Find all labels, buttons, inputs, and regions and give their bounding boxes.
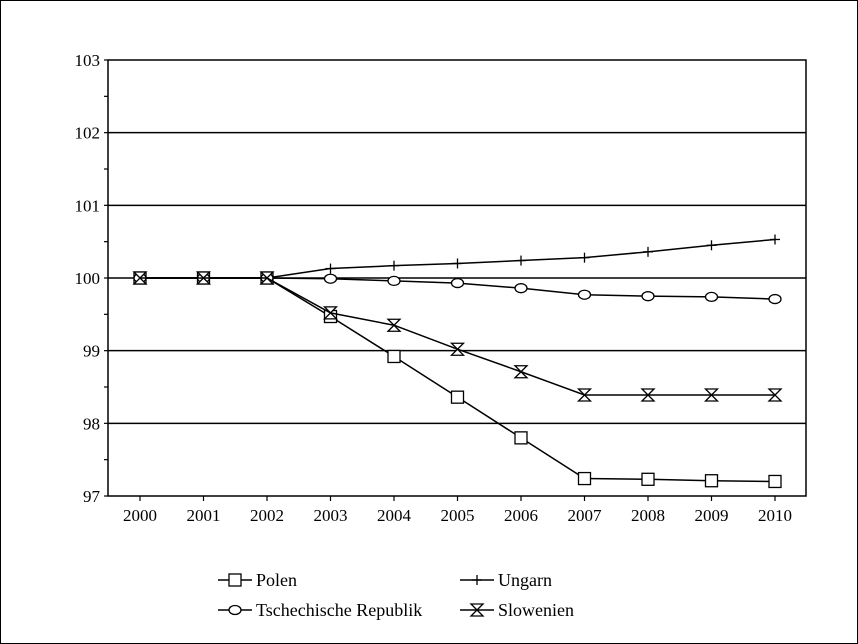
data-point: [450, 390, 465, 404]
data-point: [513, 365, 529, 379]
data-point: [641, 291, 655, 302]
legend: Polen Ungarn Tschechische Republik Slowenie…: [218, 570, 574, 620]
data-point: [767, 388, 783, 402]
data-point: [703, 388, 720, 402]
data-point: [514, 431, 528, 445]
x-tick-label: 2009: [695, 506, 729, 525]
legend-entry: Tschechische Republik: [218, 600, 422, 620]
series-slowenien: [132, 271, 783, 402]
series-ungarn: [140, 234, 780, 279]
data-point: [387, 275, 401, 287]
data-point: [704, 291, 719, 303]
data-point: [768, 293, 782, 305]
x-tick-labels: 2000 2001 2002 2003 2004 2005 2006 2007 2008 2009…: [123, 506, 792, 525]
x-tick-label: 2004: [377, 506, 412, 525]
legend-entry: Polen: [218, 570, 297, 590]
data-point: [577, 289, 592, 300]
legend-marker: [472, 575, 482, 585]
data-point: [576, 388, 593, 402]
data-point: [323, 273, 338, 284]
series-line: [140, 277, 776, 483]
data-point: [643, 246, 653, 257]
y-tick-labels: 97 98 99 100 101 102 103: [75, 51, 101, 506]
series-polen: [133, 271, 782, 489]
y-tick-label: 101: [75, 196, 101, 215]
data-point: [641, 472, 655, 486]
legend-marker: [469, 603, 485, 617]
legend-label: Slowenien: [498, 600, 574, 620]
legend-label: Polen: [256, 570, 297, 590]
y-tick-label: 99: [83, 342, 100, 361]
data-point: [450, 277, 465, 289]
x-tick-label: 2008: [631, 506, 665, 525]
series-group: [132, 234, 783, 489]
axes: [104, 59, 807, 501]
data-point: [452, 258, 463, 269]
data-point: [579, 252, 590, 263]
data-point: [706, 240, 717, 251]
data-point: [389, 260, 399, 271]
legend-entry: Slowenien: [460, 600, 574, 620]
data-point: [768, 474, 782, 489]
data-point: [387, 349, 401, 364]
data-point: [259, 271, 275, 285]
legend-marker: [228, 604, 242, 616]
x-tick-label: 2006: [504, 506, 538, 525]
data-point: [195, 271, 212, 285]
x-tick-label: 2000: [123, 506, 157, 525]
series-line: [140, 277, 775, 396]
data-point: [325, 263, 336, 274]
data-point: [322, 306, 339, 320]
x-tick-label: 2010: [758, 506, 792, 525]
data-point: [386, 318, 402, 332]
x-tick-label: 2002: [250, 506, 284, 525]
y-tick-label: 100: [75, 269, 101, 288]
legend-label: Tschechische Republik: [256, 600, 422, 620]
legend-entry: Ungarn: [460, 570, 552, 590]
data-point: [770, 234, 780, 245]
x-tick-label: 2001: [187, 506, 221, 525]
data-point: [514, 283, 528, 294]
y-tick-label: 103: [75, 51, 101, 70]
legend-marker: [228, 573, 242, 587]
x-tick-label: 2007: [568, 506, 603, 525]
x-tick-label: 2005: [441, 506, 475, 525]
data-point: [577, 471, 592, 486]
data-point: [640, 388, 656, 402]
y-tick-label: 102: [75, 124, 101, 143]
data-point: [704, 474, 719, 488]
legend-label: Ungarn: [498, 570, 552, 590]
data-point: [449, 342, 466, 356]
x-tick-label: 2003: [314, 506, 348, 525]
y-tick-label: 97: [83, 487, 101, 506]
data-point: [516, 255, 526, 266]
y-tick-label: 98: [83, 414, 100, 433]
data-point: [132, 271, 148, 285]
